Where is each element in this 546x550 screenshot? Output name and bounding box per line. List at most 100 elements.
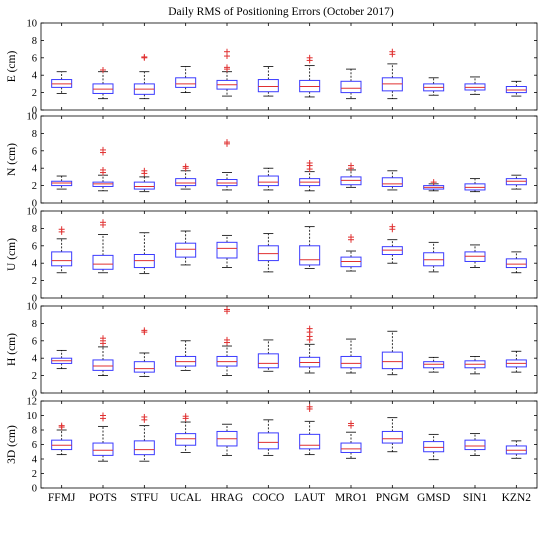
box-coco [257,211,279,298]
category-label: HRAG [211,492,244,504]
box-gmsd [423,23,445,110]
box-pots [92,306,114,393]
category-label: POTS [89,492,117,504]
iqr-box [175,178,197,187]
y-tick-label: 8 [32,129,37,140]
box-laut [299,23,321,110]
y-tick-label: 8 [32,224,37,235]
category-label: KZN2 [502,492,532,504]
iqr-box [92,254,114,270]
iqr-box [51,251,73,267]
box-pots [92,211,114,298]
box-stfu [133,211,155,298]
outlier-marker [224,139,230,146]
box-sin1 [464,116,486,203]
iqr-box [175,242,197,258]
box-sin1 [464,401,486,488]
iqr-box [340,355,362,369]
box-hrag [216,23,238,110]
box-mro1 [340,211,362,298]
y-tick-label: 4 [32,259,38,270]
box-ucal [175,23,197,110]
y-tick-label: 10 [27,302,38,313]
box-stfu [133,116,155,203]
iqr-box [299,245,321,266]
box-ffmj [51,211,73,298]
iqr-box [175,77,197,88]
iqr-box [133,361,155,373]
box-ucal [175,401,197,488]
box-mro1 [340,116,362,203]
outlier-marker [430,179,437,186]
iqr-box [133,440,155,456]
box-pngm [381,306,403,393]
y-tick-label: 12 [27,397,38,408]
y-axis-label: N (cm) [6,143,18,176]
box-mro1 [340,401,362,488]
outlier-marker [141,167,148,174]
category-label: MRO1 [335,492,367,504]
outlier-marker [348,162,354,169]
y-tick-label: 0 [32,389,37,400]
box-kzn2 [505,116,527,203]
y-tick-label: 6 [32,146,37,157]
y-tick-label: 2 [32,276,37,287]
box-laut [299,116,321,203]
iqr-box [257,175,279,187]
iqr-box [381,351,403,370]
y-axis-label: 3D (cm) [6,425,18,464]
outlier-marker [182,163,189,170]
box-hrag [216,116,238,203]
category-label: GMSD [417,492,450,504]
outlier-marker [58,422,65,429]
y-tick-label: 2 [32,88,37,99]
box-ucal [175,116,197,203]
box-ffmj [51,401,73,488]
outlier-marker [224,306,230,313]
outlier-marker [348,420,354,427]
box-ffmj [51,23,73,110]
y-tick-label: 6 [32,336,37,347]
box-laut [299,401,321,488]
box-mro1 [340,306,362,393]
iqr-box [133,181,155,190]
y-axis-label: U (cm) [6,238,18,271]
y-tick-label: 8 [32,36,37,47]
y-tick-label: 2 [32,181,37,192]
box-laut [299,306,321,393]
box-laut [299,211,321,298]
box-gmsd [423,401,445,488]
outlier-marker [389,48,396,55]
box-pngm [381,23,403,110]
box-pots [92,401,114,488]
y-tick-label: 0 [32,199,37,210]
y-tick-label: 10 [27,19,38,30]
iqr-box [299,433,321,450]
outlier-marker [306,403,313,410]
y-tick-label: 4 [32,164,38,175]
category-label: LAUT [294,492,325,504]
category-label: UCAL [170,492,201,504]
outlier-marker [141,327,148,334]
iqr-box [340,80,362,94]
y-tick-label: 0 [32,484,37,495]
outlier-marker [100,412,106,419]
box-coco [257,23,279,110]
outlier-marker [389,223,396,230]
panel-frame [40,400,538,489]
box-coco [257,116,279,203]
category-label: COCO [252,492,284,504]
outlier-marker [100,335,106,342]
box-kzn2 [505,306,527,393]
iqr-box [175,433,197,446]
panel-frame [40,115,538,204]
y-tick-label: 10 [27,112,38,123]
panel-0: 0 2 4 6 8 10 E (cm) [6,19,538,117]
outlier-marker [141,53,148,60]
y-axis-label: H (cm) [6,333,18,366]
box-hrag [216,306,238,393]
panel-1: 0 2 4 6 8 10 N (cm) [6,112,538,210]
outlier-marker [182,413,189,420]
box-sin1 [464,23,486,110]
panel-4: 0 2 4 6 8 10 12 3D (cm) [6,397,538,495]
